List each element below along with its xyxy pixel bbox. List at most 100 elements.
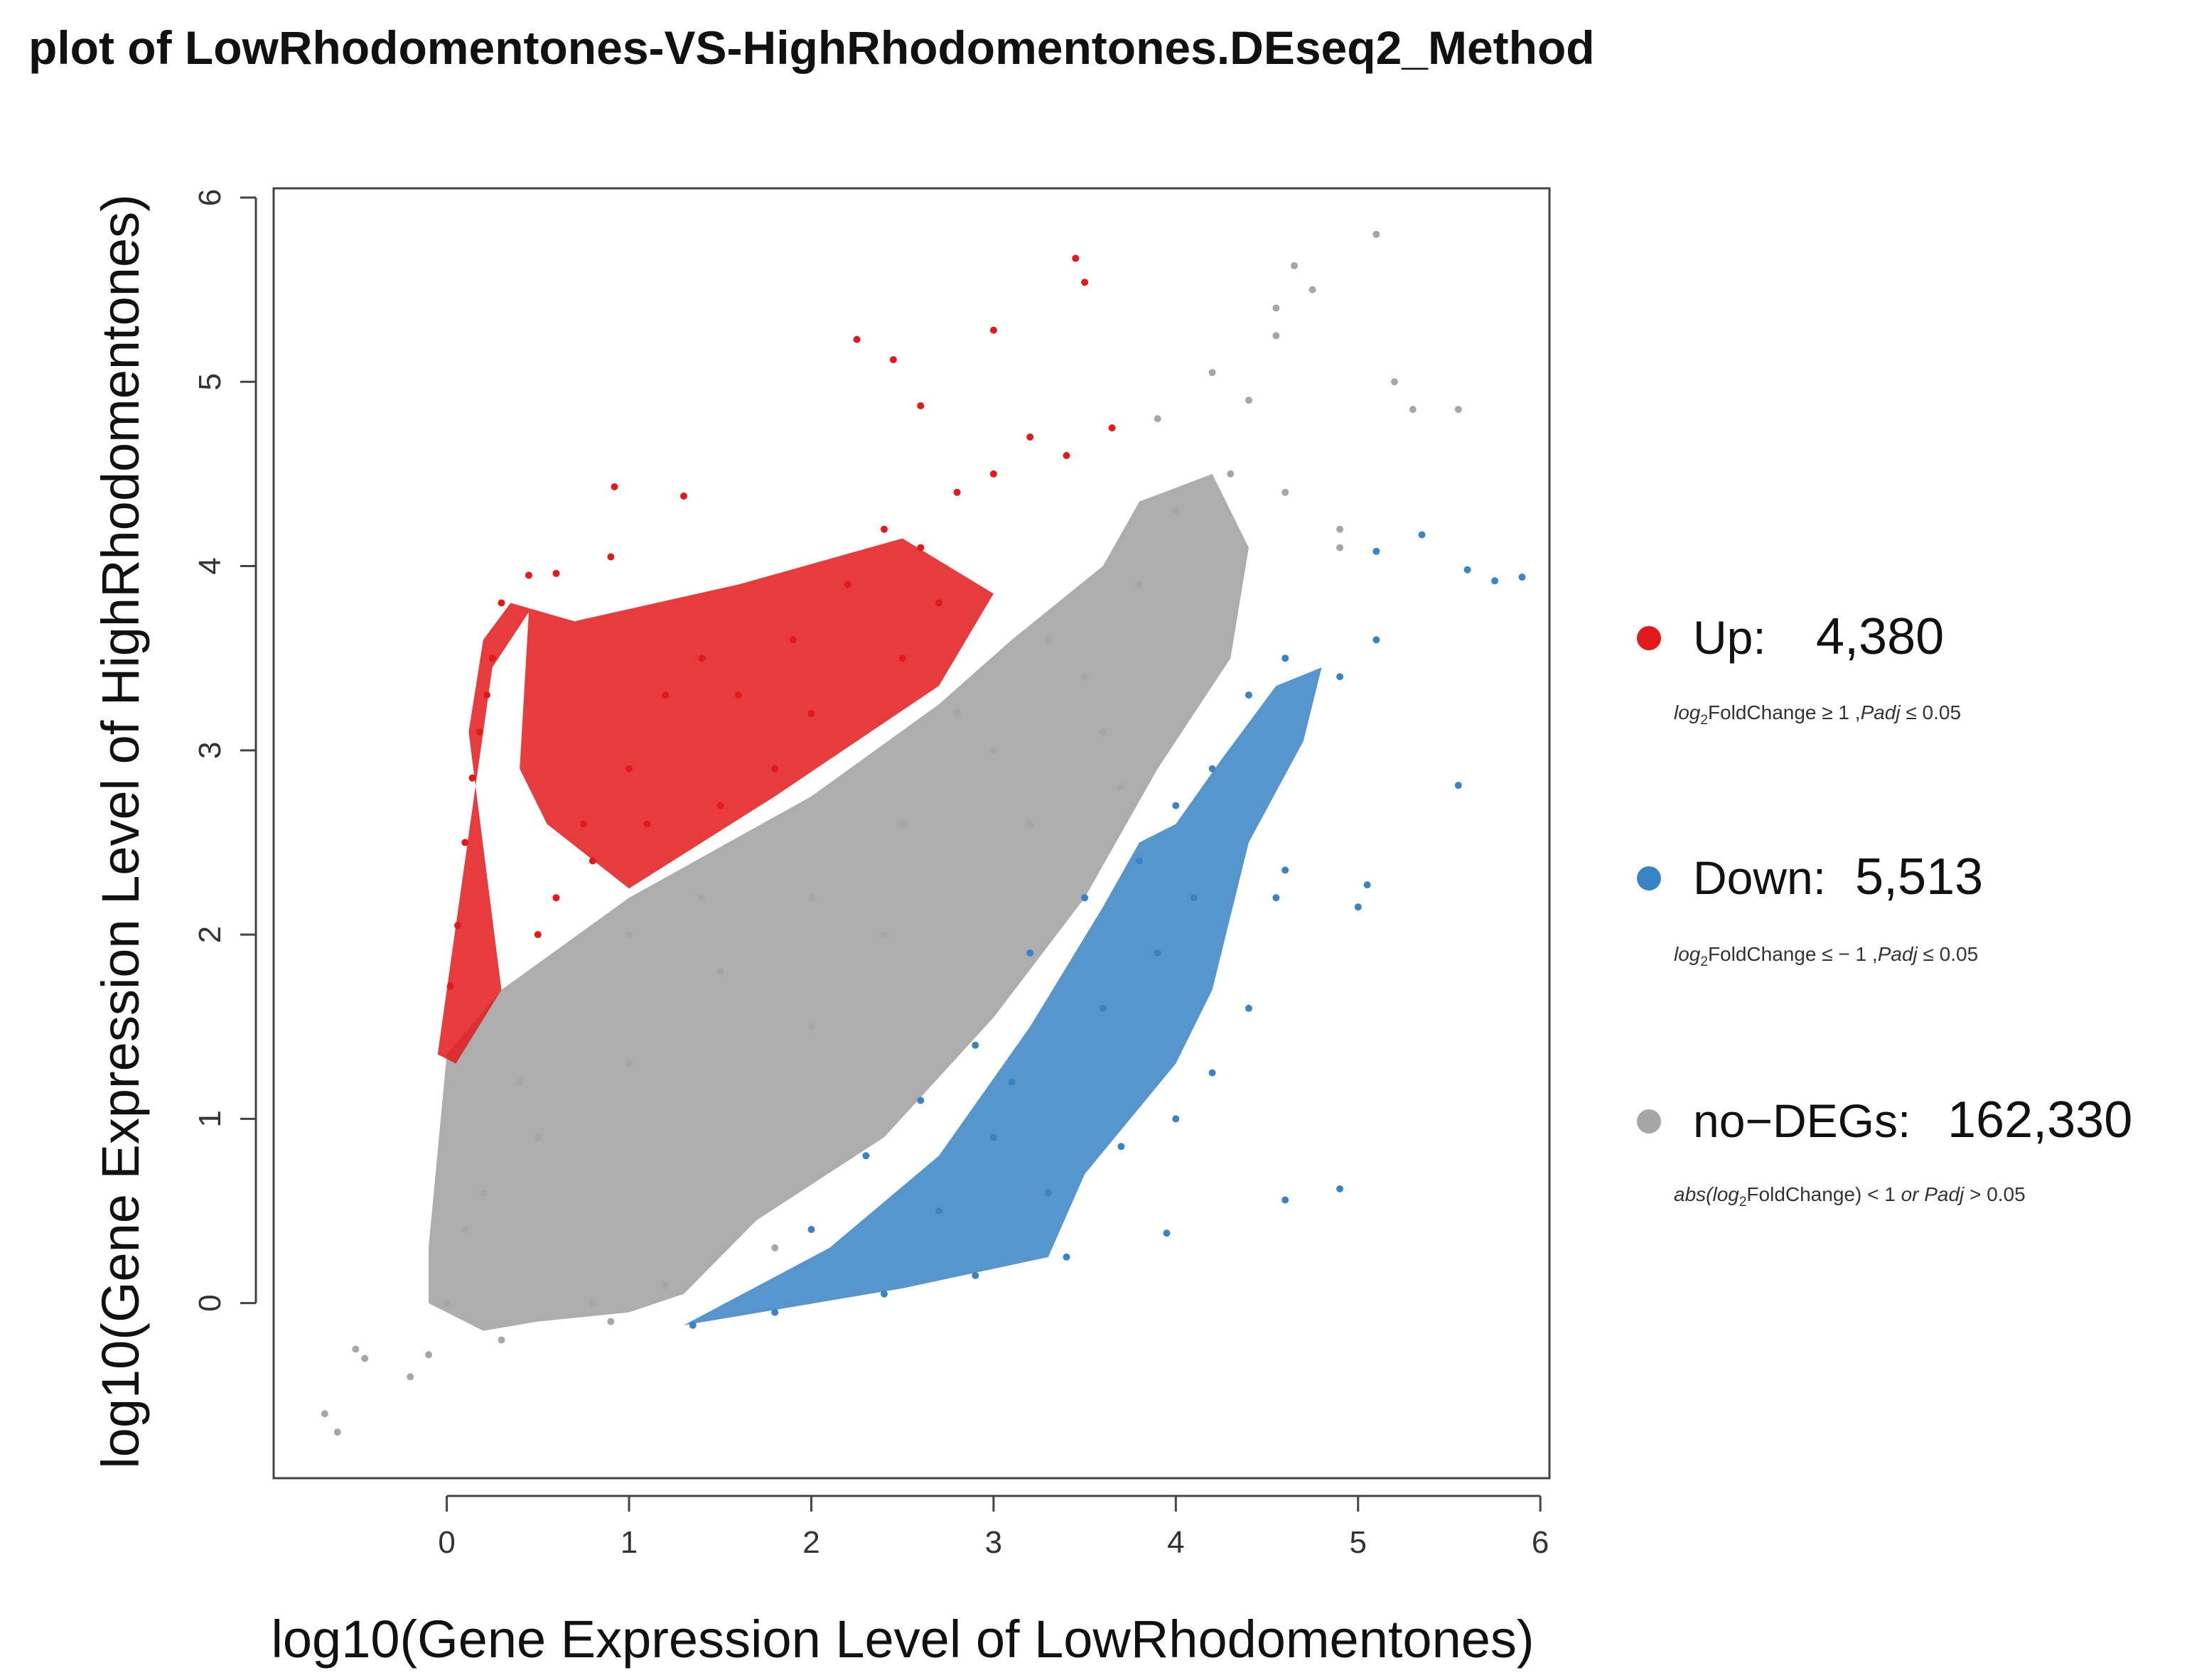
- series-down: [689, 531, 1526, 1329]
- point-nodeg: [498, 1336, 505, 1344]
- point-nodeg: [1291, 262, 1298, 269]
- point-down: [1336, 1185, 1344, 1192]
- point-up: [589, 857, 596, 865]
- point-nodeg: [1409, 406, 1417, 414]
- x-tick-label: 0: [438, 1525, 455, 1560]
- point-up: [716, 802, 724, 809]
- legend-condition-nodeg: abs(log2FoldChange) < 1 or Padj > 0.05: [1674, 1183, 2026, 1210]
- point-down: [862, 1152, 870, 1160]
- point-down: [1463, 566, 1471, 574]
- point-up: [853, 335, 861, 343]
- point-nodeg: [1208, 369, 1216, 377]
- legend-label-down: Down:: [1693, 851, 1826, 904]
- point-up: [498, 599, 505, 607]
- point-nodeg: [1336, 525, 1344, 533]
- point-up: [488, 655, 496, 662]
- point-nodeg: [1172, 507, 1180, 515]
- legend-item-up: Up: 4,380 log2FoldChange ≥ 1 ,Padj ≤ 0.05: [1637, 608, 1961, 728]
- point-up: [989, 470, 997, 478]
- point-down: [972, 1041, 979, 1049]
- point-down: [1172, 802, 1180, 809]
- point-up: [475, 728, 483, 736]
- point-down: [1191, 894, 1198, 902]
- point-nodeg: [352, 1345, 360, 1353]
- point-nodeg: [807, 894, 815, 902]
- point-nodeg: [953, 710, 961, 717]
- point-up: [662, 691, 670, 699]
- point-nodeg: [1081, 673, 1089, 681]
- legend-count-up: 4,380: [1816, 608, 1944, 665]
- point-up: [889, 356, 897, 364]
- point-nodeg: [807, 1023, 815, 1030]
- up-density-region: [437, 538, 994, 1064]
- point-down: [972, 1271, 979, 1279]
- legend-marker-nodeg: [1637, 1109, 1661, 1134]
- point-down: [1281, 1196, 1289, 1204]
- down-density-region: [684, 667, 1322, 1325]
- point-nodeg: [1391, 378, 1398, 386]
- point-nodeg: [333, 1428, 341, 1436]
- point-up: [1108, 424, 1116, 432]
- legend-marker-down: [1637, 866, 1661, 890]
- point-up: [1026, 434, 1034, 441]
- point-down: [1336, 673, 1344, 681]
- point-up: [446, 982, 454, 990]
- point-down: [1454, 782, 1462, 790]
- point-down: [1063, 1253, 1070, 1261]
- point-up: [552, 894, 560, 902]
- point-nodeg: [607, 1318, 615, 1325]
- y-tick-label: 6: [193, 189, 227, 206]
- x-tick-label: 5: [1350, 1525, 1367, 1560]
- legend-condition-up: log2FoldChange ≥ 1 ,Padj ≤ 0.05: [1674, 701, 1961, 728]
- point-down: [1099, 1004, 1107, 1012]
- point-up: [1063, 452, 1070, 459]
- point-nodeg: [898, 820, 906, 828]
- point-nodeg: [1454, 406, 1462, 414]
- y-axis: 0 1 2 3 4 5 6: [193, 189, 257, 1312]
- x-tick-label: 2: [802, 1525, 820, 1560]
- point-up: [917, 402, 925, 409]
- point-nodeg: [443, 1299, 451, 1307]
- series-up: [446, 254, 1116, 990]
- point-up: [898, 655, 906, 662]
- point-up: [881, 525, 888, 533]
- point-up: [789, 636, 797, 644]
- legend-count-down: 5,513: [1855, 849, 1983, 905]
- point-nodeg: [1154, 415, 1161, 423]
- point-nodeg: [1099, 728, 1107, 736]
- point-down: [1372, 547, 1380, 555]
- point-up: [953, 488, 961, 496]
- point-down: [1081, 894, 1089, 902]
- point-down: [881, 1290, 888, 1298]
- y-tick-label: 4: [193, 557, 227, 574]
- point-down: [807, 1226, 815, 1233]
- y-tick-label: 3: [193, 742, 227, 759]
- point-nodeg: [361, 1355, 369, 1362]
- point-down: [1372, 636, 1380, 644]
- x-axis-label: log10(Gene Expression Level of LowRhodom…: [271, 1610, 1534, 1669]
- point-nodeg: [1336, 544, 1344, 551]
- point-down: [917, 1097, 925, 1104]
- point-down: [1281, 866, 1289, 874]
- point-down: [1117, 1143, 1125, 1151]
- point-nodeg: [1281, 488, 1289, 496]
- y-tick-label: 5: [193, 373, 227, 390]
- point-up: [607, 553, 615, 561]
- point-down: [689, 1321, 697, 1329]
- point-down: [771, 1308, 779, 1316]
- plot-frame: [272, 187, 1551, 1480]
- point-up: [611, 483, 618, 490]
- point-nodeg: [625, 931, 633, 939]
- point-down: [1154, 949, 1161, 957]
- point-nodeg: [662, 1281, 670, 1288]
- point-nodeg: [1272, 304, 1280, 312]
- point-down: [1272, 894, 1280, 902]
- point-up: [844, 581, 851, 588]
- series-nodeg: [321, 230, 1462, 1436]
- point-nodeg: [1272, 332, 1280, 340]
- x-tick-label: 1: [620, 1525, 638, 1560]
- point-nodeg: [589, 1299, 596, 1307]
- y-axis-label: log10(Gene Expression Level of HighRhodo…: [91, 194, 150, 1469]
- point-down: [1136, 857, 1143, 865]
